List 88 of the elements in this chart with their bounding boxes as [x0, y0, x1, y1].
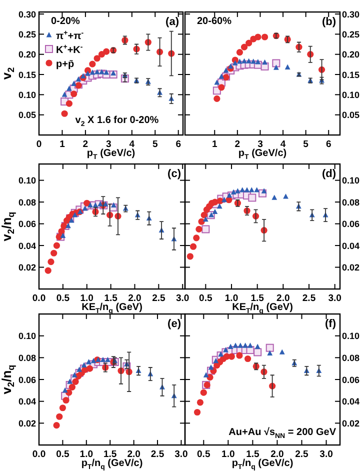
x-tick-label: 3.0 [328, 293, 342, 304]
legend-label: p+p̄ [56, 59, 74, 70]
x-axis-title: p$_{T}$/n$_{q}$ (GeV/c) [81, 458, 143, 470]
x-tick-label: 3 [106, 139, 112, 150]
x-tick-label: 2.5 [152, 293, 166, 304]
x-tick-label: 2.0 [276, 293, 290, 304]
x-tick-label: 2.0 [127, 449, 140, 460]
chart-title: (a) [166, 16, 180, 28]
y-tick-label: 0.08 [342, 197, 360, 208]
y-tick-label: 0.04 [18, 240, 36, 251]
x-tick-label: 3.0 [176, 293, 190, 304]
y-tick-label: 0.25 [18, 29, 36, 40]
x-tick-label: 1 [60, 139, 66, 150]
y-tick-label: 0.30 [342, 9, 360, 20]
annotation: 20-60% [197, 16, 232, 27]
x-axis-title: p$_{T}$ (GeV/c) [86, 148, 136, 160]
x-tick-label: 1.5 [246, 449, 260, 460]
annotation: v$_{2}$ X 1.6 for 0-20% [75, 115, 159, 128]
y-tick-label: 0.20 [18, 50, 36, 60]
y-tick-label: 0.10 [342, 90, 360, 100]
y-tick-label: 0.25 [342, 29, 360, 40]
x-tick-label: 3.0 [320, 449, 333, 460]
x-tick-label: 2.5 [295, 449, 310, 460]
x-tick-label: 1.5 [250, 293, 265, 304]
x-axis-title: p$_{T}$ (GeV/c) [238, 148, 287, 160]
y-tick-label: 0.06 [18, 374, 36, 385]
annotation: Au+Au √s$_{NN}$ = 200 GeV [228, 427, 336, 440]
y-tick-label: 0.04 [18, 396, 36, 407]
chart-title: (c) [168, 168, 182, 180]
x-tick-label: 5 [303, 139, 310, 150]
y-tick-label: 0.06 [342, 219, 360, 230]
x-tick-label: 0 [36, 139, 42, 150]
x-tick-label: 0.5 [199, 293, 213, 304]
y-tick-label: 0.10 [342, 176, 360, 186]
chart-title: (b) [322, 16, 336, 28]
y-tick-label: 0.20 [342, 50, 360, 60]
y-tick-label: 0.10 [18, 331, 36, 342]
y-tick-label: 0.10 [18, 176, 36, 186]
chart-title: (f) [325, 318, 336, 330]
annotation: 0-20% [51, 16, 80, 27]
chart-title: (e) [168, 318, 182, 330]
x-tick-label: 2.0 [128, 293, 142, 304]
x-tick-label: 2 [234, 139, 240, 150]
y-tick-label: 0.15 [342, 70, 360, 80]
x-tick-label: 1 [212, 139, 218, 150]
x-tick-label: 1.5 [103, 449, 118, 460]
y-tick-label: 0.02 [18, 262, 36, 273]
x-tick-label: 1.0 [80, 293, 94, 304]
x-tick-label: 0.0 [32, 449, 46, 460]
y-tick-label: 0.10 [342, 331, 360, 342]
x-tick-label: 3.0 [174, 449, 188, 460]
x-tick-label: 6 [176, 139, 182, 150]
x-tick-label: 2.5 [302, 293, 316, 304]
x-tick-label: 2.5 [150, 449, 165, 460]
x-tick-label: 1.0 [80, 449, 94, 460]
y-tick-label: 0.08 [18, 352, 36, 363]
y-tick-label: 0.08 [18, 197, 36, 208]
y-tick-label: 0.06 [18, 219, 36, 230]
x-axis-title: p$_{T}$/n$_{q}$ (GeV/c) [232, 458, 294, 470]
x-tick-label: 5 [152, 139, 158, 150]
y-tick-label: 0.06 [342, 374, 360, 385]
y-tick-label: 0.02 [18, 418, 36, 428]
legend-label: K$^{+}$+K$^{-}$ [56, 44, 84, 56]
x-tick-label: 0.5 [56, 293, 70, 304]
x-tick-label: 4 [129, 139, 136, 150]
x-tick-label: 0.0 [32, 293, 46, 304]
x-tick-label: 4 [280, 139, 286, 150]
x-tick-label: 2.0 [270, 449, 284, 460]
x-tick-label: 1.0 [224, 293, 238, 304]
y-tick-label: 0.30 [18, 9, 36, 20]
y-tick-label: 0.02 [342, 262, 360, 273]
x-tick-label: 6 [326, 139, 332, 150]
chart-title: (d) [322, 168, 336, 180]
x-tick-label: 0.5 [56, 449, 70, 460]
y-tick-label: 0.08 [342, 352, 360, 363]
y-tick-label: 0.10 [18, 90, 36, 100]
y-tick-label: 0.15 [18, 70, 36, 80]
y-tick-label: 0.05 [342, 110, 360, 120]
x-tick-label: 0.5 [197, 449, 211, 460]
y-tick-label: 0.02 [342, 418, 360, 428]
x-tick-label: 3 [258, 139, 263, 150]
x-tick-label: 1.0 [222, 449, 235, 460]
y-tick-label: 0.05 [18, 110, 36, 120]
legend-label: π$^{+}$+π$^{-}$ [56, 30, 84, 42]
y-tick-label: 0.04 [342, 396, 360, 407]
x-tick-label: 1.5 [104, 293, 118, 304]
x-tick-label: 2 [82, 139, 88, 150]
y-tick-label: 0.04 [342, 240, 360, 251]
